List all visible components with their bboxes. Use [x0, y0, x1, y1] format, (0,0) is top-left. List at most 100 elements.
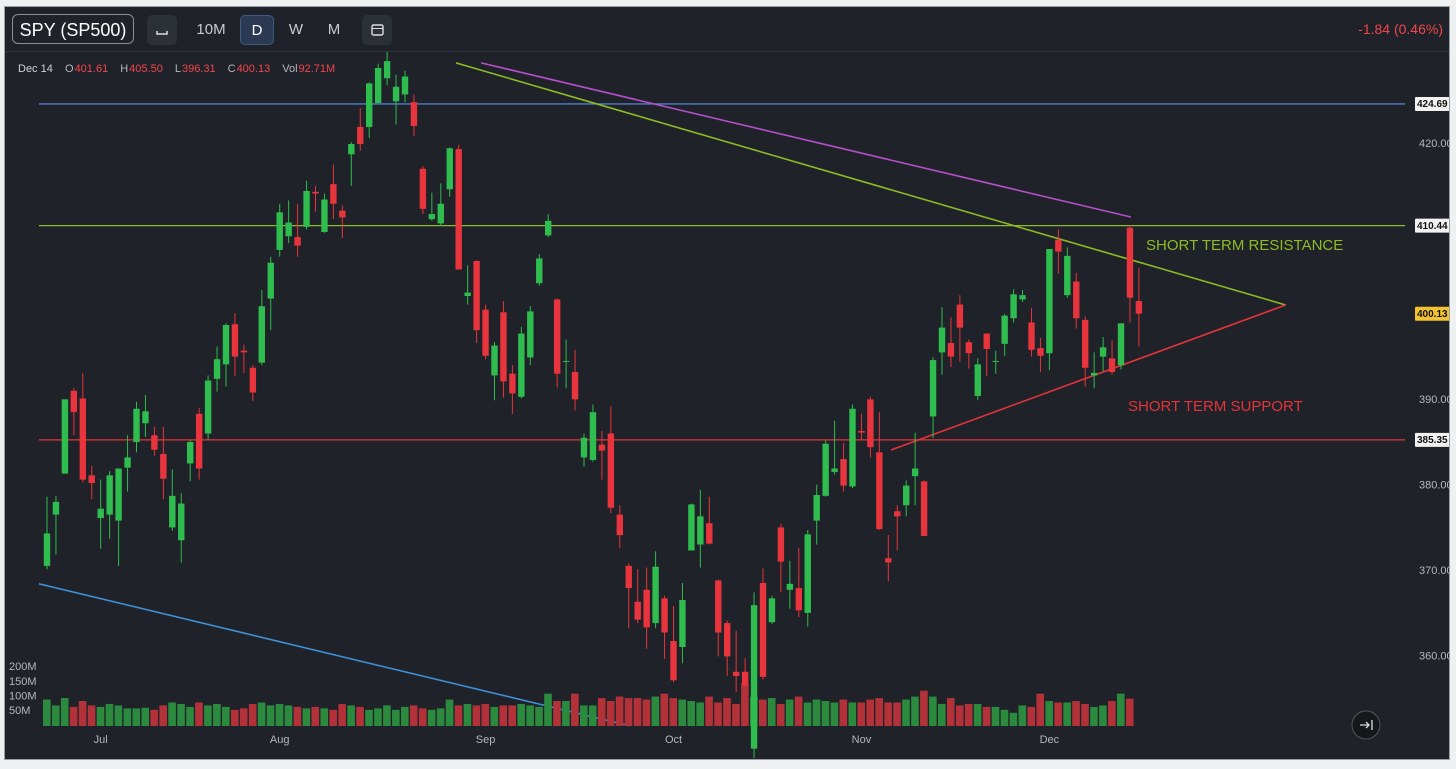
volume-bar — [1117, 693, 1125, 726]
candle-body — [545, 220, 552, 236]
candle-body — [670, 641, 677, 681]
calendar-button[interactable] — [362, 15, 392, 45]
candle-body — [446, 148, 453, 190]
candle-body — [178, 503, 185, 541]
candle-body — [634, 601, 641, 620]
candle-body — [562, 360, 570, 362]
volume-bar — [302, 708, 311, 726]
candle-body — [43, 533, 51, 566]
volume-bar — [946, 698, 955, 726]
candle-body — [357, 126, 364, 144]
candle-body — [160, 454, 167, 479]
candle-body — [983, 333, 990, 349]
volume-bar — [821, 701, 830, 726]
legend-key: L — [175, 63, 181, 75]
volume-bar — [222, 706, 230, 726]
volume-bar — [338, 703, 346, 726]
candle-body — [249, 367, 257, 393]
candle-body — [374, 67, 382, 104]
trendline — [890, 304, 1286, 451]
trendline — [480, 62, 1132, 218]
volume-bar — [973, 703, 982, 726]
candle-body — [1126, 227, 1134, 298]
candle-body — [213, 359, 221, 379]
candle-body — [124, 457, 131, 468]
candle-body — [294, 237, 301, 246]
candle-body — [491, 345, 498, 376]
volume-bar — [320, 708, 329, 726]
volume-bar — [114, 705, 123, 726]
y-tick-label: 390.00 — [1419, 394, 1450, 406]
candle-body — [607, 433, 615, 508]
candle-body — [876, 452, 883, 530]
level-tag — [1415, 432, 1449, 447]
volume-bar — [96, 706, 105, 726]
volume-bar — [383, 705, 391, 726]
volume-bar — [490, 706, 499, 726]
legend-key: C — [228, 63, 236, 75]
candle-body — [894, 511, 901, 517]
volume-bar — [401, 706, 409, 726]
candle-body — [1135, 301, 1143, 314]
interval-button[interactable]: W — [288, 21, 304, 38]
chart-style-button[interactable] — [147, 15, 177, 45]
candle-body — [795, 588, 802, 611]
candle-body — [383, 61, 391, 79]
volume-bar — [741, 683, 749, 726]
candle-body — [419, 168, 427, 209]
volume-tick-label: 200M — [9, 661, 37, 673]
candle-body — [947, 342, 955, 357]
candle-body — [1090, 372, 1098, 376]
volume-bar — [812, 699, 821, 726]
volume-bar — [481, 703, 490, 726]
volume-bar — [1125, 698, 1134, 726]
volume-bar — [920, 690, 928, 726]
level-tag-label: 385.35 — [1417, 435, 1448, 446]
volume-bar — [293, 706, 302, 726]
candle-body — [222, 325, 230, 365]
volume-bar — [347, 705, 355, 726]
candle-body — [768, 598, 776, 623]
volume-tick-label: 150M — [9, 676, 37, 688]
last-price-label: 400.13 — [1417, 309, 1448, 320]
volume-bar — [150, 709, 158, 726]
candle-body — [1073, 281, 1080, 319]
volume-bar — [678, 699, 687, 726]
volume-bar — [723, 698, 731, 726]
volume-bar — [982, 706, 991, 726]
candle-body — [482, 309, 489, 356]
volume-bar — [553, 701, 561, 726]
candle-body — [1028, 322, 1035, 350]
volume-bar — [257, 702, 266, 726]
volume-bar — [284, 705, 293, 726]
candle-body — [1064, 255, 1071, 296]
interval-button[interactable]: D — [240, 15, 274, 45]
volume-bar — [517, 703, 525, 726]
volume-bar — [1063, 702, 1071, 726]
volume-bar — [472, 705, 481, 726]
scroll-button[interactable] — [1351, 710, 1381, 740]
level-tag-label: 424.69 — [1417, 99, 1448, 110]
volume-bar — [875, 698, 883, 726]
candle-body — [858, 430, 865, 433]
interval-button[interactable]: 10M — [196, 21, 226, 38]
candle-body — [455, 149, 462, 270]
volume-bar — [1009, 712, 1018, 726]
volume-bar — [87, 705, 96, 726]
volume-bar — [785, 699, 794, 726]
volume-bar — [463, 703, 472, 726]
candle-body — [1037, 348, 1044, 356]
candle-body — [831, 468, 838, 472]
volume-bar — [571, 693, 579, 726]
candle-body — [1055, 239, 1062, 252]
volume-bar — [714, 702, 722, 726]
volume-bar — [392, 709, 400, 726]
volume-bar — [884, 702, 892, 726]
volume-bar — [436, 708, 445, 726]
symbol[interactable]: SPY (SP500) — [12, 14, 134, 44]
x-tick-label: Aug — [270, 734, 290, 746]
volume-bar — [830, 702, 839, 726]
annotation: SHORT TERM RESISTANCE — [1146, 237, 1343, 254]
interval-button[interactable]: M — [327, 21, 341, 38]
volume-bar — [588, 705, 597, 726]
